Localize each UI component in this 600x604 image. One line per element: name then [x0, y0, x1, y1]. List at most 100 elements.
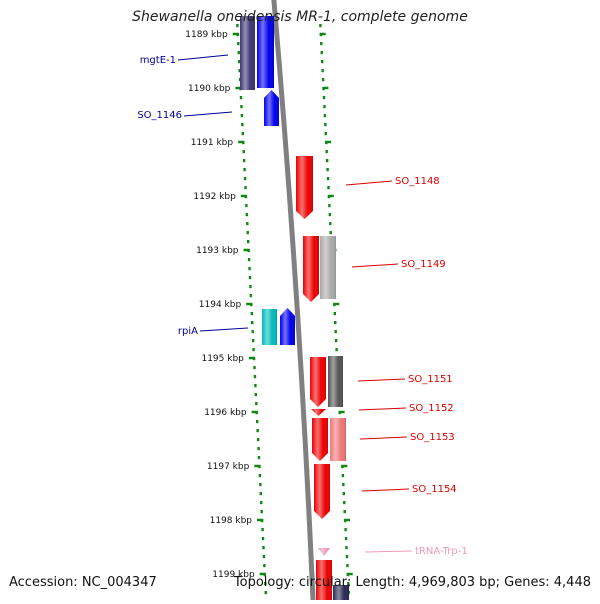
- gene-feature-mgte-1[interactable]: [257, 16, 274, 88]
- gene-label-text: rpiA: [178, 326, 198, 337]
- gene-label-so_1153[interactable]: SO_1153: [359, 432, 455, 443]
- track-dot: [327, 186, 330, 190]
- track-dot: [323, 105, 326, 109]
- track-dot: [260, 501, 263, 505]
- tick-layer: 1189 kbp 1190 kbp 1191 kbp 1192 kbp 1193 kbp…: [185, 24, 353, 595]
- track-dot: [321, 60, 324, 64]
- track-dot: [254, 384, 257, 388]
- gene-feature-so_1153[interactable]: [330, 418, 346, 461]
- gene-label-so_1149[interactable]: SO_1149: [351, 259, 446, 270]
- track-dot: [259, 483, 262, 487]
- track-dot: [264, 582, 267, 586]
- track-dot: [343, 510, 346, 514]
- track-dot: [320, 51, 323, 55]
- gene-feature-so_1151[interactable]: [310, 357, 326, 407]
- gene-feature-so_1152[interactable]: [311, 409, 326, 416]
- gene-feature-so_1154[interactable]: [314, 464, 330, 519]
- track-dot: [261, 537, 265, 541]
- gene-feature-so_1151[interactable]: [328, 356, 343, 407]
- track-dot: [258, 474, 262, 478]
- track-dot: [325, 159, 329, 163]
- track-dot: [344, 528, 347, 532]
- kbp-label: 1191 kbp: [191, 138, 234, 148]
- leader-line: [361, 488, 410, 492]
- leader-line: [345, 180, 393, 186]
- gene-label-text: SO_1154: [412, 484, 457, 495]
- gene-label-text: SO_1149: [401, 259, 446, 270]
- track-dot: [252, 348, 255, 352]
- gene-label-text: SO_1153: [410, 432, 455, 443]
- gene-feature-mgte-1[interactable]: [240, 16, 255, 90]
- leader-line: [177, 54, 229, 61]
- gene-feature-rpia[interactable]: [280, 308, 295, 345]
- gene-arrow-shading: [262, 309, 277, 345]
- track-dot: [250, 312, 253, 316]
- track-dot: [343, 501, 346, 505]
- leader-line: [199, 327, 249, 332]
- gene-label-text: SO_1146: [137, 110, 182, 121]
- genome-info-text: Topology: circular; Length: 4,969,803 bp…: [233, 575, 591, 590]
- backbone-layer: [271, 0, 316, 601]
- track-dot: [247, 258, 251, 262]
- track-dot: [262, 555, 266, 559]
- track-dot: [326, 168, 329, 172]
- gene-label-so_1154[interactable]: SO_1154: [361, 484, 457, 495]
- track-dot: [334, 330, 337, 334]
- gene-arrow-shading: [280, 308, 295, 345]
- track-dot: [257, 456, 261, 460]
- track-dot: [344, 537, 348, 541]
- track-dot: [245, 204, 248, 208]
- gene-feature-so_1149[interactable]: [303, 236, 319, 302]
- label-layer: mgtE-1 SO_1146 rpiA SO_1148 SO_1149 SO_1151 SO…: [137, 54, 468, 557]
- kbp-label: 1194 kbp: [199, 300, 242, 310]
- gene-feature-so_1155[interactable]: [316, 560, 332, 600]
- kbp-label: 1190 kbp: [188, 84, 231, 94]
- track-dot: [335, 348, 338, 352]
- gene-feature-so_1149[interactable]: [320, 236, 336, 299]
- track-dot: [262, 546, 265, 550]
- kbp-label: 1192 kbp: [193, 192, 236, 202]
- gene-feature-so_1146[interactable]: [264, 90, 279, 126]
- track-dot: [256, 420, 259, 424]
- gene-label-so_1148[interactable]: SO_1148: [345, 176, 440, 187]
- track-dot: [240, 114, 244, 118]
- leader-line: [358, 407, 407, 411]
- gene-arrow-shading: [333, 585, 349, 600]
- gene-feature-so_1148[interactable]: [296, 156, 313, 219]
- track-dot: [347, 582, 350, 586]
- gene-label-mgte-1[interactable]: mgtE-1: [140, 54, 229, 66]
- gene-arrow-shading: [318, 548, 330, 556]
- track-dot: [236, 24, 239, 28]
- track-dot: [329, 231, 332, 235]
- gene-feature-so_1156[interactable]: [333, 585, 349, 600]
- track-dot: [243, 168, 246, 172]
- track-dot: [260, 510, 263, 514]
- track-dot: [261, 528, 264, 532]
- gene-label-rpia[interactable]: rpiA: [178, 326, 249, 337]
- track-dot: [323, 114, 327, 118]
- gene-feature-so_1153[interactable]: [312, 418, 328, 461]
- gene-label-so_1146[interactable]: SO_1146: [137, 110, 233, 121]
- gene-label-so_1152[interactable]: SO_1152: [358, 403, 454, 414]
- track-dot: [237, 51, 240, 55]
- track-dot: [238, 60, 241, 64]
- track-dot: [249, 285, 252, 289]
- gene-arrow-shading: [316, 560, 332, 600]
- gene-label-trna-trp-1[interactable]: tRNA-Trp-1: [364, 546, 468, 557]
- gene-arrow-shading: [303, 236, 319, 302]
- track-dot: [264, 591, 267, 595]
- track-dot: [326, 177, 330, 181]
- gene-arrow-shading: [314, 464, 330, 519]
- gene-label-so_1151[interactable]: SO_1151: [357, 374, 453, 385]
- gene-feature-trna-trp-1[interactable]: [318, 548, 330, 556]
- track-dot: [257, 447, 260, 451]
- kbp-label: 1199 kbp: [212, 570, 255, 580]
- track-dot: [345, 546, 348, 550]
- track-dot: [246, 222, 249, 226]
- track-dot: [242, 159, 246, 163]
- feature-layer: [240, 16, 349, 600]
- kbp-label: 1197 kbp: [207, 462, 250, 472]
- track-dot: [255, 402, 258, 406]
- gene-feature-rpia[interactable]: [262, 309, 277, 345]
